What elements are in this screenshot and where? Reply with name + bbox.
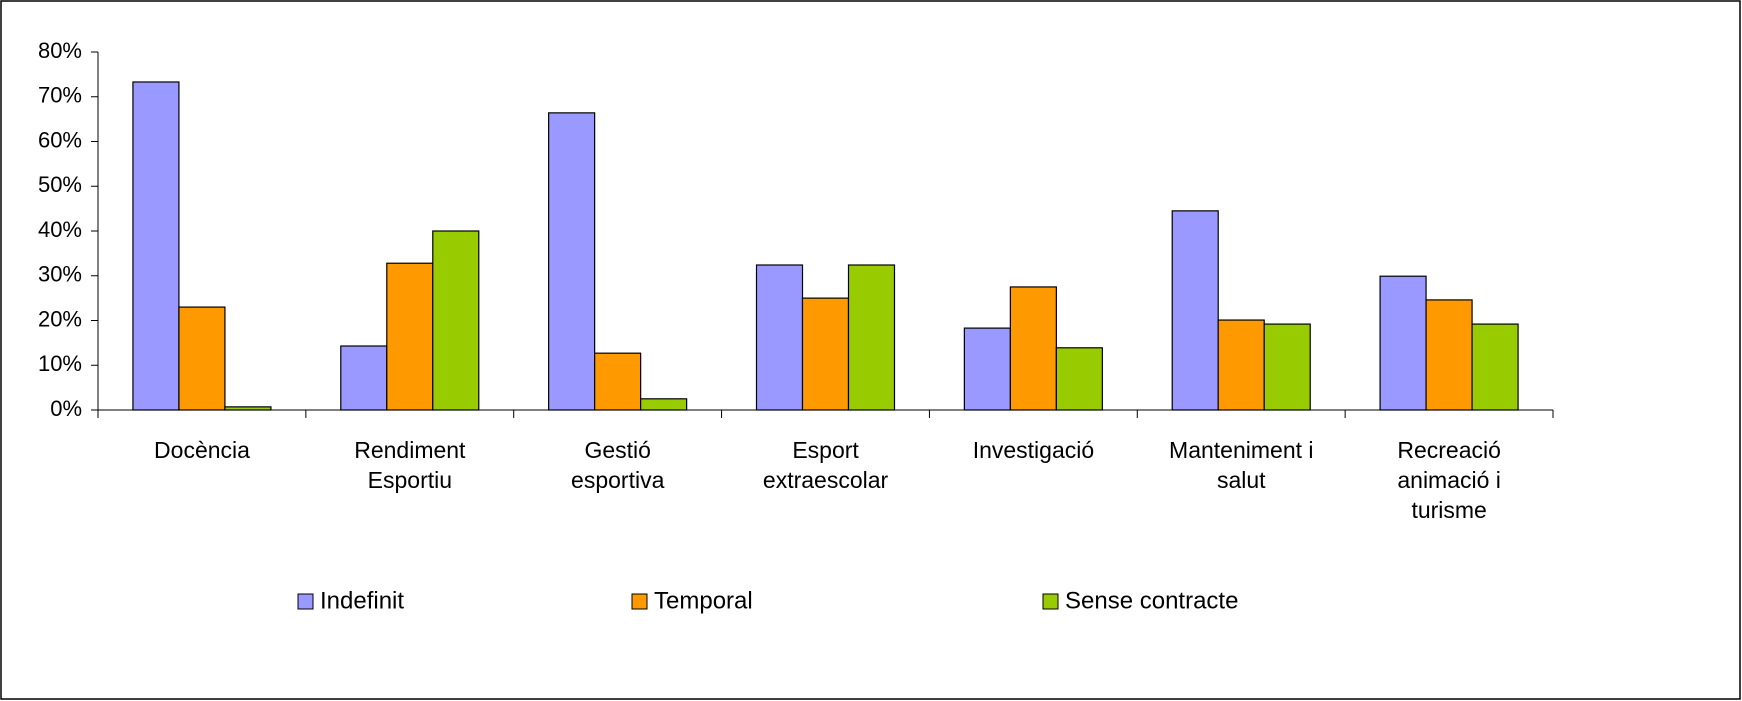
bar [1263, 323, 1311, 411]
bar [386, 262, 434, 411]
bar [340, 345, 388, 411]
legend-label: Sense contracte [1065, 587, 1238, 614]
legend-label: Indefinit [320, 587, 404, 614]
bar [1379, 275, 1427, 411]
y-tick-label: 20% [38, 306, 82, 331]
bar [801, 297, 850, 411]
bar [1009, 286, 1057, 411]
legend-swatch [1042, 593, 1059, 610]
y-tick-label: 0% [50, 396, 82, 421]
bar [640, 398, 688, 411]
bar [548, 112, 596, 411]
bar [755, 264, 804, 411]
y-tick-label: 30% [38, 262, 82, 287]
bar [1217, 319, 1265, 411]
x-tick-label: Rendiment Esportiu [354, 437, 466, 493]
bar [1425, 299, 1473, 411]
y-tick-label: 70% [38, 83, 82, 108]
x-tick-label: Recreació animació i turisme [1397, 437, 1501, 523]
bar [432, 230, 480, 411]
bar [1055, 347, 1103, 411]
x-tick-label: Esport extraescolar [762, 437, 889, 493]
legend-swatch [631, 593, 648, 610]
bar [132, 81, 180, 411]
x-tick-label: Investigació [972, 437, 1095, 463]
bar [1171, 210, 1219, 411]
y-tick-label: 40% [38, 217, 82, 242]
bar [594, 352, 642, 411]
bar [178, 306, 226, 411]
y-tick-label: 60% [38, 127, 82, 152]
y-tick-label: 10% [38, 351, 82, 376]
x-tick-label: Docència [154, 437, 250, 463]
y-tick-label: 80% [38, 38, 82, 63]
x-tick-label: Manteniment i salut [1169, 437, 1314, 493]
legend-label: Temporal [654, 587, 753, 614]
bar [847, 264, 896, 411]
bar [224, 406, 272, 411]
legend-swatch [297, 593, 314, 610]
bar [963, 327, 1011, 411]
bar [1471, 323, 1519, 411]
x-tick-label: Gestió esportiva [571, 437, 665, 493]
y-tick-label: 50% [38, 172, 82, 197]
